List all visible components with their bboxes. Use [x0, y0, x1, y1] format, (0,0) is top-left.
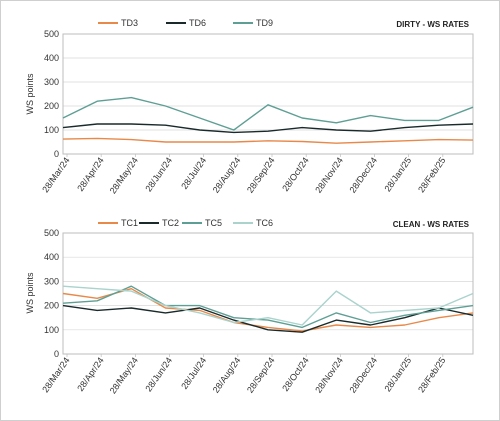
series-line-td6: [62, 123, 474, 134]
x-tick-label: 28/Jun/24: [143, 355, 174, 393]
legend-label: TD6: [189, 18, 206, 28]
x-tick-label: 28/Jul/24: [179, 355, 208, 391]
x-tick-label: 28/Jan/25: [382, 355, 413, 393]
y-tick-label: 500: [44, 228, 59, 238]
y-tick-label: 300: [44, 77, 59, 87]
x-tick-label: 28/Jun/24: [143, 155, 174, 193]
x-tick-label: 28/Mar/24: [40, 155, 71, 194]
x-tick-label: 28/Oct/24: [280, 355, 311, 393]
legend-label: TC2: [162, 218, 179, 228]
x-tick-label: 28/Jul/24: [179, 155, 208, 191]
y-tick-label: 400: [44, 53, 59, 63]
chart-panel-1: 0 100 200 300 400 500 WS points 28/Mar/24 28/Apr…: [25, 18, 474, 196]
y-tick-label: 300: [44, 276, 59, 286]
x-tick-label: 28/Dec/24: [347, 155, 379, 194]
x-tick-label: 28/Sep/24: [245, 355, 277, 394]
series-line-tc5: [62, 285, 474, 329]
x-tick-label: 28/Jan/25: [382, 155, 413, 193]
x-tick-label: 28/Aug/24: [211, 155, 243, 194]
x-tick-label: 28/Feb/25: [416, 155, 447, 194]
y-tick-label: 400: [44, 252, 59, 262]
legend-label: TD3: [121, 18, 138, 28]
legend-label: TC1: [121, 218, 138, 228]
y-tick-label: 200: [44, 301, 59, 311]
legend-label: TC5: [205, 218, 222, 228]
y-tick-label: 200: [44, 101, 59, 111]
y-tick-label: 0: [54, 349, 59, 359]
chart-title: DIRTY - WS RATES: [396, 20, 469, 29]
series-line-td3: [62, 137, 474, 144]
series-line-tc6: [62, 285, 474, 326]
plot-frame: [62, 33, 474, 155]
y-tick-label: 0: [54, 149, 59, 159]
series-line-tc1: [62, 288, 474, 332]
series-line-tc2: [62, 304, 474, 333]
x-tick-label: 28/Nov/24: [313, 355, 345, 394]
x-tick-label: 28/Sep/24: [245, 155, 277, 194]
x-tick-label: 28/May/24: [108, 355, 140, 395]
x-tick-label: 28/Nov/24: [313, 155, 345, 194]
y-axis-label: WS points: [25, 73, 35, 115]
chart-panel-2: 0 100 200 300 400 500 WS points 28/Mar/24 28/Apr…: [25, 218, 474, 396]
y-axis-label: WS points: [25, 272, 35, 314]
y-tick-label: 500: [44, 29, 59, 39]
legend-label: TC6: [256, 218, 273, 228]
y-tick-label: 100: [44, 125, 59, 135]
x-tick-label: 28/May/24: [108, 155, 140, 195]
x-tick-label: 28/Feb/25: [416, 355, 447, 394]
plot-frame: [62, 232, 474, 355]
series-line-td9: [62, 96, 474, 131]
chart-title: CLEAN - WS RATES: [393, 220, 470, 229]
x-tick-label: 28/Oct/24: [280, 155, 311, 193]
x-tick-label: 28/Mar/24: [40, 355, 71, 394]
x-tick-label: 28/Apr/24: [75, 355, 106, 393]
x-tick-label: 28/Apr/24: [75, 155, 106, 193]
legend-label: TD9: [256, 18, 273, 28]
x-tick-label: 28/Aug/24: [211, 355, 243, 394]
y-tick-label: 100: [44, 325, 59, 335]
x-tick-label: 28/Dec/24: [347, 355, 379, 394]
